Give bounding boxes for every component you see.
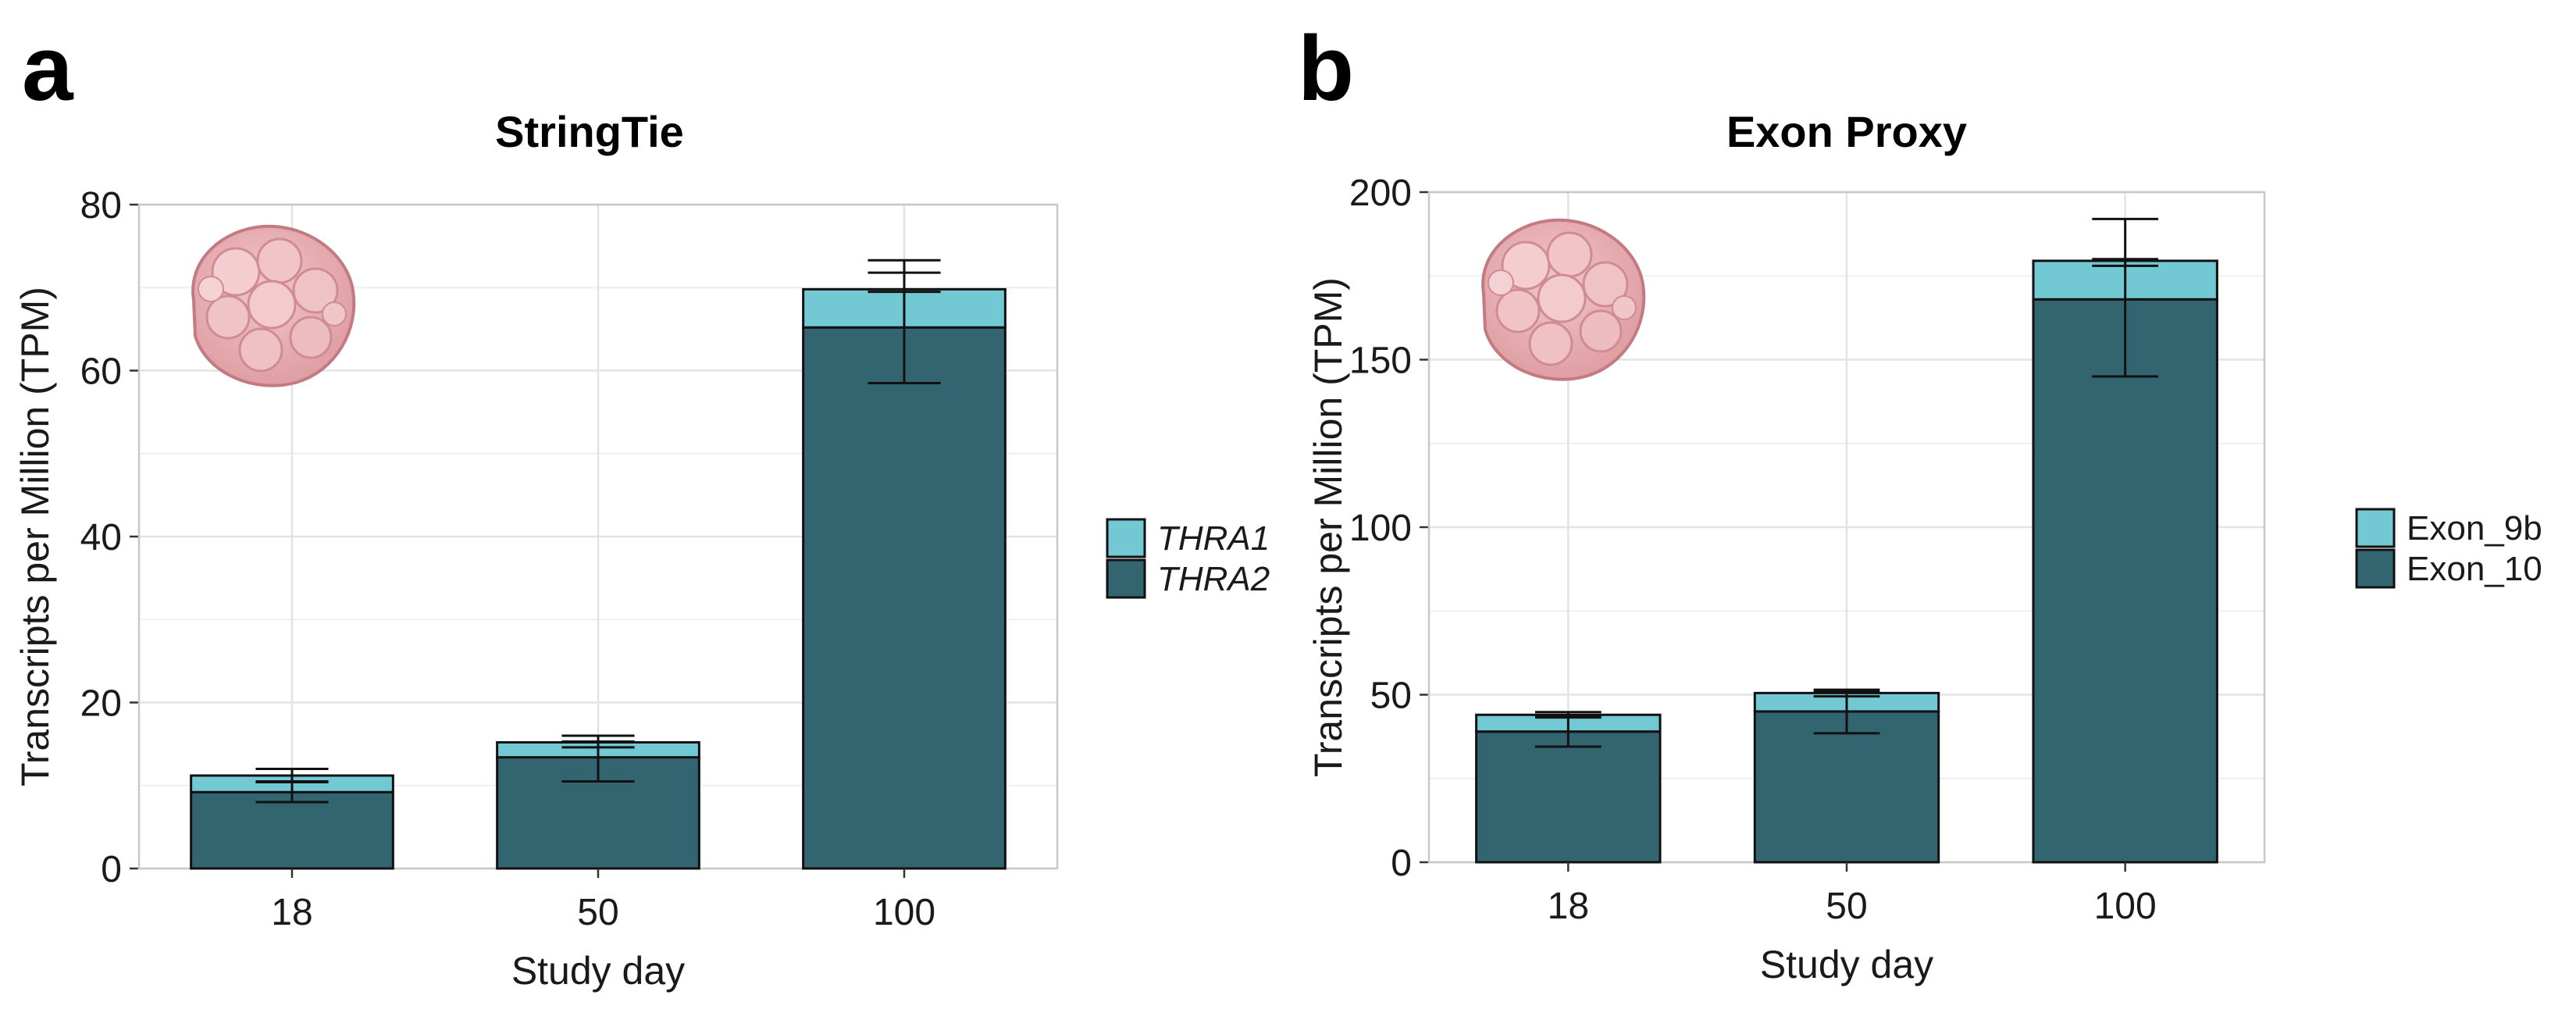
x-tick-label: 18 xyxy=(1548,886,1589,927)
error-bar-thra1-18 xyxy=(255,768,329,783)
organoid-illustration-a xyxy=(191,224,356,387)
error-bar-thra1-50 xyxy=(561,734,635,749)
y-axis-label: Transcripts per Million (TPM) xyxy=(13,287,57,786)
bar-exon-10-100 xyxy=(2032,298,2218,864)
legend-swatch xyxy=(2355,508,2396,548)
x-axis-label: Study day xyxy=(511,949,685,993)
x-tick-label: 100 xyxy=(2094,886,2157,927)
y-tick-label: 40 xyxy=(80,517,122,558)
y-axis-label: Transcripts per Million (TPM) xyxy=(1306,277,1350,777)
bar-exon-10-18 xyxy=(1475,730,1662,864)
bar-thra2-100 xyxy=(802,326,1007,870)
legend-swatch xyxy=(2355,548,2396,589)
organoid-illustration-b xyxy=(1481,218,1646,381)
legend-label: Exon_10 xyxy=(2407,550,2542,588)
legend-label: Exon_9b xyxy=(2407,509,2542,547)
y-tick-label: 50 xyxy=(1370,676,1412,717)
y-tick-label: 200 xyxy=(1349,173,1412,214)
panel-letter-a: a xyxy=(22,17,74,120)
y-tick-label: 150 xyxy=(1349,341,1412,382)
error-bar-exon-9b-100 xyxy=(2092,258,2159,267)
y-tick-label: 80 xyxy=(80,185,122,226)
x-tick-label: 50 xyxy=(1826,886,1867,927)
y-tick-label: 20 xyxy=(80,683,122,725)
x-tick-label: 100 xyxy=(873,892,935,933)
legend-swatch xyxy=(1106,518,1146,558)
chart-title: StringTie xyxy=(495,107,684,156)
chart-title: Exon Proxy xyxy=(1726,107,1967,156)
y-tick-label: 0 xyxy=(101,849,122,890)
y-tick-label: 0 xyxy=(1391,843,1412,884)
error-bar-exon-10-100 xyxy=(2092,217,2159,378)
chart-exon-proxy: Exon Proxy 0 50 100 150 200 18 50 100 Study day Tr… xyxy=(1306,107,2542,986)
x-tick-label: 50 xyxy=(577,892,618,933)
x-tick-label: 18 xyxy=(271,892,312,933)
panel-letter-b: b xyxy=(1298,17,1354,120)
chart-stringtie: StringTie 0 20 40 60 80 18 50 100 Study day Transc… xyxy=(13,107,1270,993)
legend-swatch xyxy=(1106,558,1146,599)
x-axis-label: Study day xyxy=(1760,943,1933,986)
bar-thra2-18 xyxy=(190,790,394,870)
error-bar-thra1-100 xyxy=(868,259,941,294)
bar-exon-10-50 xyxy=(1753,710,1940,864)
y-tick-label: 60 xyxy=(80,351,122,393)
error-bar-exon-9b-50 xyxy=(1813,688,1880,698)
legend-label: THRA2 xyxy=(1157,560,1270,598)
legend-label: THRA1 xyxy=(1157,519,1270,558)
error-bar-exon-9b-18 xyxy=(1534,711,1602,719)
y-tick-label: 100 xyxy=(1349,508,1412,549)
